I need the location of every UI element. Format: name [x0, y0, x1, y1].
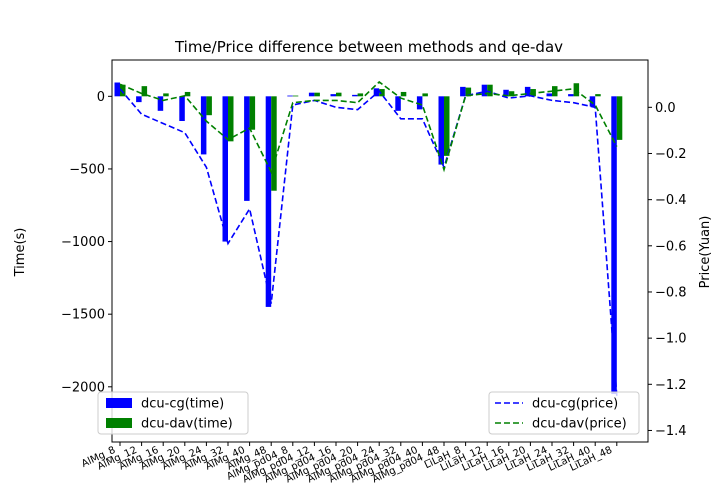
- y2-tick-label: 0.0: [655, 101, 676, 116]
- bar-1-AlMg_pd04_12: [308, 92, 315, 97]
- bar-1-AlMg_48: [265, 96, 272, 307]
- bar-series-1: [114, 82, 617, 395]
- bar-2-AlMg_pd04_20: [357, 93, 364, 97]
- bar-2-LiLaH_12: [487, 84, 493, 97]
- y2-tick-label: −0.2: [655, 147, 687, 162]
- y-tick-label: −500: [69, 162, 105, 177]
- bar-1-AlMg_32: [222, 96, 228, 242]
- bar-2-LiLaH_40: [595, 94, 601, 97]
- bar-2-AlMg_40: [249, 96, 256, 130]
- bar-2-AlMg_pd04_32: [400, 91, 407, 97]
- bar-2-AlMg_48: [271, 96, 277, 191]
- bar-1-AlMg_pd04_32: [395, 96, 401, 111]
- bar-2-AlMg_20: [184, 91, 191, 97]
- bar-2-AlMg_16: [163, 93, 169, 97]
- legend-swatch: [106, 418, 132, 428]
- y-tick-label: 0: [97, 90, 105, 105]
- legend-lines: dcu-cg(price) dcu-dav(price): [488, 391, 640, 435]
- bar-2-AlMg_8: [120, 84, 126, 97]
- bar-1-LiLaH_40: [589, 96, 596, 107]
- bar-2-AlMg_pd04_8: [292, 95, 299, 97]
- bar-2-AlMg_pd04_40: [422, 93, 428, 97]
- legend-box: [488, 391, 640, 435]
- bar-1-AlMg_8: [114, 82, 120, 97]
- legend-label: dcu-dav(price): [532, 417, 627, 432]
- bar-1-AlMg_pd04_24: [373, 88, 380, 97]
- legend-label: dcu-cg(price): [532, 397, 618, 412]
- bar-2-LiLaH_8: [465, 87, 472, 97]
- y-axis-label: Time(s): [13, 228, 28, 278]
- y2-tick-label: −1.2: [655, 378, 687, 393]
- bar-1-LiLaH_16: [503, 89, 509, 97]
- y-tick-label: −1000: [61, 235, 105, 250]
- bar-2-LiLaH_24: [552, 86, 558, 97]
- bar-2-LiLaH_16: [508, 91, 515, 97]
- bar-1-AlMg_16: [157, 96, 164, 111]
- y2-tick-label: −0.6: [655, 239, 687, 254]
- bar-1-AlMg_pd04_48: [438, 96, 444, 165]
- y2-tick-label: −1.0: [655, 332, 687, 347]
- legend-label: dcu-dav(time): [141, 417, 233, 432]
- bar-1-LiLaH_8: [460, 86, 466, 97]
- chart-title: Time/Price difference between methods an…: [174, 38, 563, 56]
- bar-2-LiLaH_48: [616, 96, 623, 140]
- bar-1-LiLaH_32: [568, 94, 574, 97]
- y-tick-label: −1500: [61, 308, 105, 323]
- plot-frame: [111, 59, 649, 443]
- bar-1-AlMg_pd04_20: [352, 94, 358, 97]
- plot-area: [114, 80, 623, 396]
- bar-1-LiLaH_12: [481, 84, 488, 97]
- bar-2-AlMg_pd04_12: [314, 92, 320, 97]
- bar-1-AlMg_24: [200, 96, 207, 155]
- y2-tick-label: −0.8: [655, 285, 687, 300]
- bar-2-AlMg_pd04_48: [444, 96, 450, 156]
- bar-2-AlMg_32: [228, 96, 234, 142]
- bar-2-AlMg_pd04_16: [336, 92, 342, 97]
- y2-tick-label: −1.4: [655, 424, 687, 439]
- bar-2-AlMg_pd04_24: [379, 89, 385, 97]
- bar-1-AlMg_20: [179, 96, 185, 121]
- legend-swatch: [106, 398, 132, 408]
- bar-1-LiLaH_20: [524, 86, 531, 97]
- bar-2-LiLaH_32: [573, 83, 580, 97]
- bar-1-AlMg_40: [244, 96, 250, 201]
- legend-label: dcu-cg(time): [141, 397, 224, 412]
- bar-1-AlMg_12: [136, 96, 142, 103]
- line-series-2: [119, 80, 618, 175]
- bar-2-AlMg_24: [206, 96, 212, 116]
- legend-bars: dcu-cg(time) dcu-dav(time): [97, 391, 249, 435]
- y2-axis-label: Price(Yuan): [698, 216, 713, 289]
- line-series-1: [119, 88, 618, 396]
- legend-box: [97, 391, 249, 435]
- y-tick-label: −2000: [61, 380, 105, 395]
- bar-1-LiLaH_24: [546, 93, 552, 97]
- bar-2-AlMg_12: [141, 86, 148, 97]
- bar-1-LiLaH_48: [611, 96, 617, 395]
- bar-1-AlMg_pd04_8: [287, 95, 293, 97]
- y2-tick-label: −0.4: [655, 193, 687, 208]
- bar-1-AlMg_pd04_16: [330, 94, 336, 97]
- bar-1-AlMg_pd04_40: [416, 96, 423, 110]
